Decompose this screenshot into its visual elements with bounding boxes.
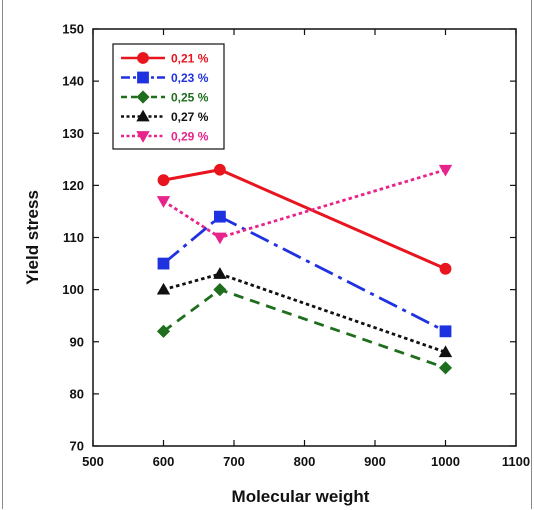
legend-item: 0,23 % <box>121 71 209 85</box>
legend-label: 0,27 % <box>171 110 209 124</box>
x-tick-label: 600 <box>153 454 175 469</box>
data-point <box>157 257 170 270</box>
legend-marker <box>136 90 150 104</box>
data-point <box>213 210 226 223</box>
y-tick-label: 70 <box>70 439 84 454</box>
series-1 <box>157 210 452 338</box>
data-point <box>157 174 170 187</box>
legend: 0,21 % 0,23 % 0,25 % 0,27 % 0,29 % <box>112 43 225 150</box>
y-axis-title: Yield stress <box>23 190 42 285</box>
legend-item: 0,29 % <box>121 130 209 144</box>
legend-marker <box>137 71 149 84</box>
x-tick-label: 900 <box>364 454 386 469</box>
series-3 <box>156 267 453 358</box>
legend-item: 0,25 % <box>121 90 209 105</box>
legend-label: 0,29 % <box>171 130 209 144</box>
series-line <box>163 272 446 354</box>
x-tick-label: 1000 <box>431 454 460 469</box>
y-tick-label: 150 <box>62 22 84 37</box>
series-2 <box>156 283 453 375</box>
x-axis-title: Molecular weight <box>232 487 370 506</box>
y-tick-label: 80 <box>70 386 84 401</box>
data-point <box>156 196 171 208</box>
data-point <box>213 163 226 176</box>
x-tick-label: 1100 <box>502 454 530 469</box>
legend-label: 0,23 % <box>171 71 209 85</box>
axis-labels: 500 600 700 800 900 1000 1100 70 80 90 100 110 120 13… <box>23 22 530 507</box>
legend-marker <box>136 109 150 122</box>
series-layer <box>156 163 453 375</box>
y-tick-label: 140 <box>62 74 84 89</box>
legend-label: 0,25 % <box>171 91 209 105</box>
data-point <box>438 345 453 358</box>
y-tick-label: 110 <box>63 230 84 245</box>
x-tick-label: 700 <box>223 454 245 469</box>
series-line <box>162 214 447 333</box>
legend-label: 0,21 % <box>171 52 209 66</box>
legend-marker <box>137 52 149 64</box>
data-point <box>213 232 227 245</box>
x-tick-label: 500 <box>82 454 104 469</box>
series-line <box>162 288 446 370</box>
plot-layer <box>92 28 517 447</box>
data-point <box>156 282 171 295</box>
y-tick-label: 130 <box>62 126 84 141</box>
legend-marker <box>136 131 150 143</box>
data-point <box>213 267 227 279</box>
data-point <box>439 262 452 275</box>
series-0 <box>157 163 452 275</box>
legend-item: 0,27 % <box>121 109 209 124</box>
data-point <box>438 361 453 375</box>
data-point <box>439 325 452 338</box>
y-tick-label: 100 <box>62 282 84 297</box>
y-tick-label: 120 <box>62 178 84 193</box>
series-4 <box>156 164 453 245</box>
x-tick-label: 800 <box>294 454 316 469</box>
data-point <box>213 283 227 297</box>
legend-item: 0,21 % <box>121 52 209 66</box>
series-line <box>163 168 447 271</box>
data-point <box>156 324 171 338</box>
y-tick-label: 90 <box>70 334 84 349</box>
data-point <box>438 164 453 177</box>
